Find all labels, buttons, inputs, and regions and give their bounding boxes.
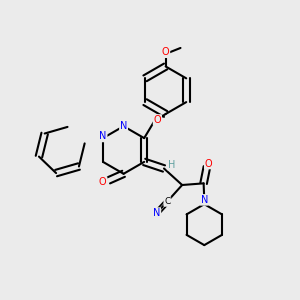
Text: N: N	[120, 121, 127, 131]
Text: N: N	[99, 131, 107, 142]
Text: H: H	[168, 160, 175, 170]
Text: O: O	[205, 158, 212, 169]
Text: N: N	[201, 195, 208, 205]
Text: N: N	[153, 208, 160, 218]
Text: O: O	[154, 115, 161, 125]
Text: O: O	[99, 177, 106, 187]
Text: O: O	[162, 47, 170, 57]
Text: C: C	[164, 197, 170, 206]
